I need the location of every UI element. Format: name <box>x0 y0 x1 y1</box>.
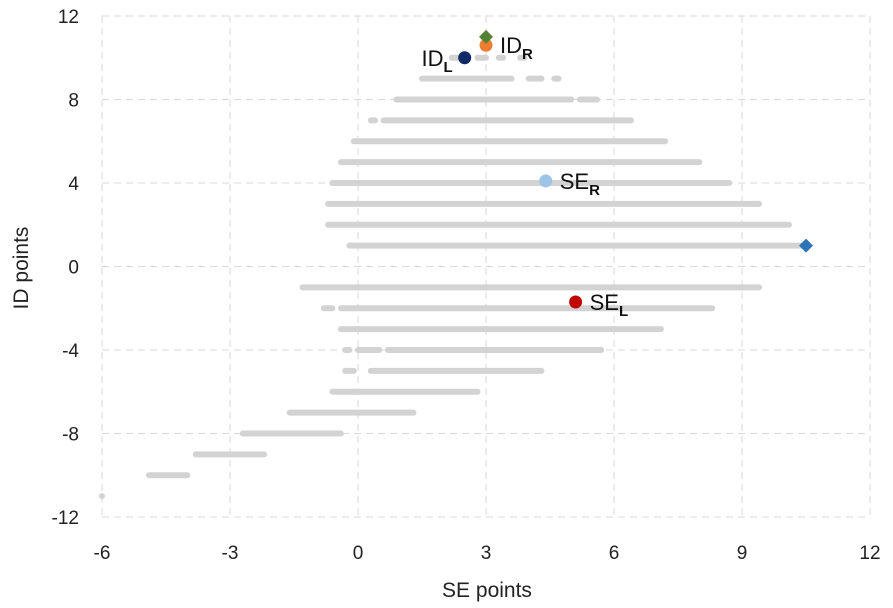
highlight-point <box>479 38 493 52</box>
highlight-diamond <box>799 238 813 253</box>
point-label-subscript: L <box>443 59 452 76</box>
y-tick-label: -4 <box>62 341 79 362</box>
point-label-subscript: L <box>619 303 628 320</box>
x-tick-label: -3 <box>222 543 239 564</box>
x-tick-label: 6 <box>609 543 620 564</box>
x-tick-label: 0 <box>353 543 364 564</box>
y-axis-tick-labels: -12 -8 -4 0 4 8 12 <box>52 7 80 529</box>
highlight-point <box>458 51 472 65</box>
point-label: SEL <box>590 290 629 320</box>
point-label-main: ID <box>500 33 522 58</box>
x-tick-label: 3 <box>481 543 492 564</box>
highlight-points <box>458 29 813 309</box>
x-axis-title: SE points <box>442 579 532 602</box>
y-tick-label: 8 <box>68 91 79 112</box>
y-tick-label: -8 <box>62 425 79 446</box>
highlight-point <box>539 174 553 188</box>
point-label: IDR <box>500 33 533 63</box>
y-tick-label: -12 <box>52 508 79 529</box>
point-label-subscript: R <box>589 182 600 199</box>
x-tick-label: -6 <box>94 543 111 564</box>
y-tick-label: 4 <box>68 174 79 195</box>
point-label: IDL <box>421 46 452 76</box>
point-label-subscript: R <box>522 46 533 63</box>
highlight-diamond <box>479 29 493 44</box>
x-tick-label: 9 <box>737 543 748 564</box>
point-label-main: SE <box>590 290 619 315</box>
point-label-main: SE <box>560 169 589 194</box>
y-axis-title: ID points <box>10 227 33 310</box>
background-points <box>99 54 809 500</box>
y-tick-label: 12 <box>58 7 79 28</box>
highlight-point <box>569 295 583 309</box>
y-tick-label: 0 <box>68 258 79 279</box>
point-label: SER <box>560 169 600 199</box>
x-tick-label: 12 <box>859 543 880 564</box>
grid-lines <box>101 15 871 518</box>
point-label-main: ID <box>421 46 443 71</box>
x-axis-tick-labels: -6 -3 0 3 6 9 12 <box>94 543 881 564</box>
